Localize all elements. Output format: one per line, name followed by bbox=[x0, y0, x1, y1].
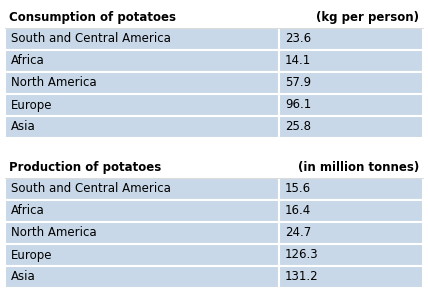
Bar bbox=[279, 50, 423, 72]
Text: Africa: Africa bbox=[11, 54, 45, 68]
Text: 96.1: 96.1 bbox=[285, 99, 311, 111]
Bar bbox=[279, 222, 423, 244]
Bar bbox=[279, 244, 423, 266]
Text: 23.6: 23.6 bbox=[285, 32, 311, 46]
Bar bbox=[279, 200, 423, 222]
Bar bbox=[279, 116, 423, 138]
Bar bbox=[279, 94, 423, 116]
Text: North America: North America bbox=[11, 226, 97, 240]
Text: 15.6: 15.6 bbox=[285, 182, 311, 196]
Bar bbox=[5, 178, 279, 200]
Text: (in million tonnes): (in million tonnes) bbox=[298, 161, 419, 174]
Bar bbox=[5, 72, 279, 94]
Bar bbox=[5, 50, 279, 72]
Text: 25.8: 25.8 bbox=[285, 121, 311, 133]
Text: North America: North America bbox=[11, 76, 97, 89]
Text: 131.2: 131.2 bbox=[285, 271, 318, 283]
Text: Consumption of potatoes: Consumption of potatoes bbox=[9, 10, 176, 24]
Bar bbox=[279, 28, 423, 50]
Bar bbox=[279, 178, 423, 200]
Text: South and Central America: South and Central America bbox=[11, 32, 171, 46]
Bar bbox=[5, 266, 279, 288]
Text: Europe: Europe bbox=[11, 99, 53, 111]
Text: 57.9: 57.9 bbox=[285, 76, 311, 89]
Bar bbox=[5, 116, 279, 138]
Text: (kg per person): (kg per person) bbox=[316, 10, 419, 24]
Text: Europe: Europe bbox=[11, 248, 53, 262]
Bar bbox=[5, 222, 279, 244]
Text: 16.4: 16.4 bbox=[285, 204, 311, 218]
Text: Production of potatoes: Production of potatoes bbox=[9, 161, 161, 174]
Bar bbox=[279, 266, 423, 288]
Text: Africa: Africa bbox=[11, 204, 45, 218]
Text: 24.7: 24.7 bbox=[285, 226, 311, 240]
Bar bbox=[5, 94, 279, 116]
Bar bbox=[5, 244, 279, 266]
Text: South and Central America: South and Central America bbox=[11, 182, 171, 196]
Text: 126.3: 126.3 bbox=[285, 248, 318, 262]
Bar bbox=[5, 28, 279, 50]
Bar bbox=[5, 200, 279, 222]
Text: 14.1: 14.1 bbox=[285, 54, 311, 68]
Bar bbox=[279, 72, 423, 94]
Text: Asia: Asia bbox=[11, 121, 36, 133]
Text: Asia: Asia bbox=[11, 271, 36, 283]
